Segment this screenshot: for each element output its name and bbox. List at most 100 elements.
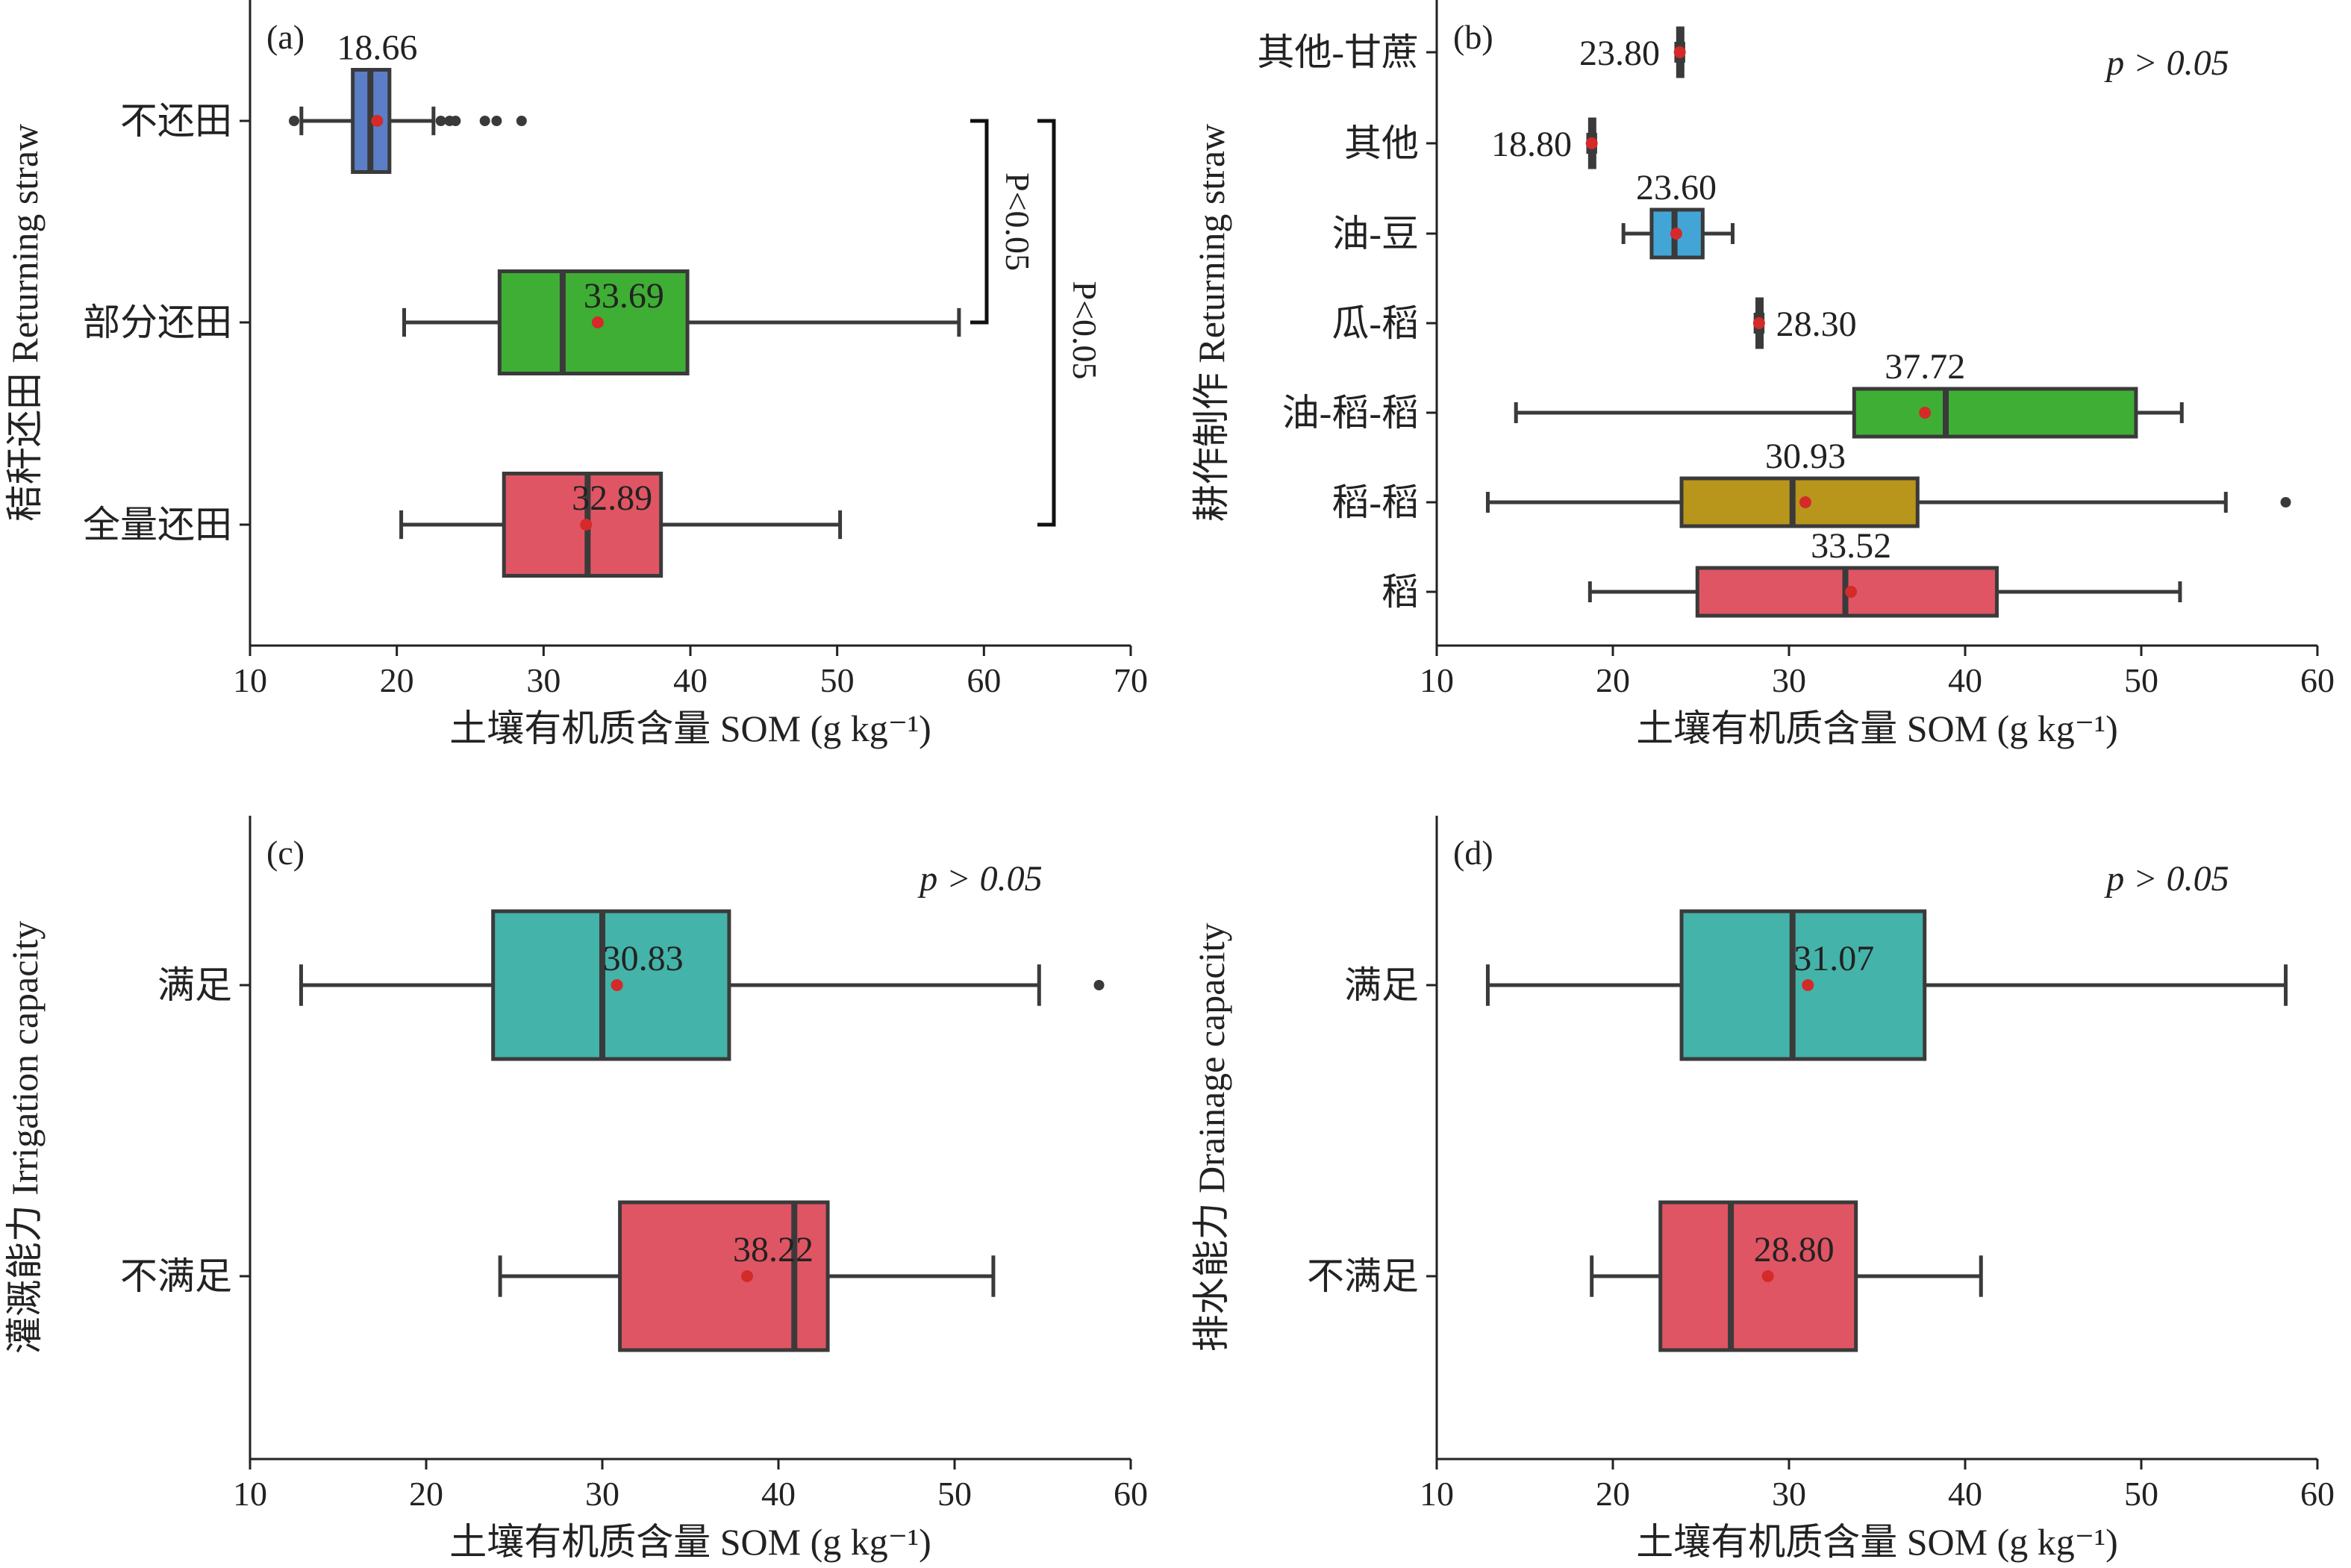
panel-a: 10 20 30 40 50 60 70 土壤有机质含量 SOM (g kg⁻¹) 秸秆还田 R… [4, 0, 1148, 749]
x-tick-label: 40 [1948, 1475, 1982, 1513]
x-tick-label: 50 [937, 1475, 972, 1513]
box-group: 部分还田 33.69 [83, 269, 961, 375]
x-tick-label: 20 [1596, 661, 1630, 699]
box-group: 瓜-稻 28.30 [1331, 297, 1857, 349]
x-tick-label: 60 [2300, 661, 2335, 699]
mean-point [580, 519, 593, 531]
mean-value-label: 37.72 [1885, 347, 1965, 387]
panel-label: (d) [1453, 834, 1493, 872]
x-tick-label: 10 [233, 1475, 267, 1513]
x-tick-label: 40 [673, 661, 708, 699]
category-label: 全量还田 [83, 504, 232, 546]
category-label: 不满足 [120, 1255, 232, 1297]
x-axis-title: 土壤有机质含量 SOM (g kg⁻¹) [1636, 1521, 2118, 1563]
x-tick-label: 10 [1420, 661, 1454, 699]
p-value-note: p > 0.05 [2104, 43, 2229, 83]
panel-label: (a) [266, 18, 305, 56]
x-tick-label: 30 [585, 1475, 619, 1513]
category-label: 其他 [1344, 122, 1419, 164]
mean-value-label: 33.52 [1811, 526, 1891, 566]
x-tick-label: 60 [2300, 1475, 2335, 1513]
mean-point [740, 1270, 753, 1282]
category-label: 瓜-稻 [1331, 302, 1419, 344]
significance-bracket [1037, 119, 1056, 527]
panel-label: (c) [266, 834, 305, 872]
outlier-point [450, 116, 461, 126]
outlier-point [491, 116, 502, 126]
mean-value-label: 33.69 [584, 276, 664, 316]
box-group: 满足 31.07 [1344, 909, 2288, 1061]
p-value-note: p > 0.05 [2104, 859, 2229, 899]
x-tick-label: 20 [1596, 1475, 1630, 1513]
y-axis-title: 排水能力 Drainage capacity [1190, 923, 1232, 1352]
box-group: 不满足 38.22 [120, 1200, 996, 1352]
box-group: 不还田 18.66 [120, 28, 527, 174]
box-group: 其他-甘蔗 23.80 [1257, 26, 1686, 78]
significance-bracket [970, 119, 989, 325]
x-tick-label: 20 [409, 1475, 443, 1513]
outlier-point [435, 116, 446, 126]
outlier-point [479, 116, 490, 126]
x-tick-label: 40 [1948, 661, 1982, 699]
x-tick-label: 70 [1114, 661, 1148, 699]
box-group: 稻-稻 30.93 [1331, 437, 2291, 528]
x-tick-label: 50 [820, 661, 855, 699]
x-tick-label: 30 [1772, 1475, 1806, 1513]
x-tick-label: 60 [967, 661, 1001, 699]
mean-point [371, 115, 384, 127]
x-tick-label: 50 [2124, 1475, 2158, 1513]
panel-d: 10 20 30 40 50 60 土壤有机质含量 SOM (g kg⁻¹) 排水能力 Dra… [1190, 816, 2335, 1563]
mean-point [1799, 496, 1811, 508]
mean-point [1919, 407, 1932, 419]
significance-label: P<0.05 [1066, 281, 1104, 379]
panel-b: 10 20 30 40 50 60 土壤有机质含量 SOM (g kg⁻¹) 耕作制作 Ret… [1190, 0, 2335, 749]
y-axis-title: 耕作制作 Returning straw [1190, 124, 1232, 522]
mean-value-label: 32.89 [572, 478, 652, 518]
panel-c: 10 20 30 40 50 60 土壤有机质含量 SOM (g kg⁻¹) 灌溉能力 Irr… [4, 816, 1148, 1563]
mean-value-label: 18.80 [1491, 125, 1572, 164]
x-tick-label: 30 [526, 661, 561, 699]
x-axis-title: 土壤有机质含量 SOM (g kg⁻¹) [1636, 708, 2118, 749]
significance-label: P<0.05 [999, 172, 1037, 271]
x-tick-label: 10 [233, 661, 267, 699]
x-tick-label: 20 [380, 661, 414, 699]
mean-point [1752, 317, 1765, 329]
mean-value-label: 28.80 [1754, 1230, 1835, 1269]
x-tick-label: 40 [761, 1475, 796, 1513]
x-tick-label: 60 [1114, 1475, 1148, 1513]
mean-point [611, 979, 623, 991]
category-label: 稻-稻 [1331, 481, 1419, 523]
mean-value-label: 23.80 [1579, 34, 1660, 73]
x-tick-label: 30 [1772, 661, 1806, 699]
outlier-point [2280, 497, 2291, 507]
x-axis-title: 土壤有机质含量 SOM (g kg⁻¹) [449, 708, 931, 749]
mean-point [1673, 46, 1686, 58]
mean-value-label: 38.22 [733, 1230, 814, 1269]
category-label: 满足 [157, 964, 232, 1006]
mean-point [1585, 137, 1598, 149]
x-tick-label: 10 [1420, 1475, 1454, 1513]
mean-point [1802, 979, 1814, 991]
mean-value-label: 18.66 [337, 28, 417, 68]
category-label: 其他-甘蔗 [1257, 31, 1419, 73]
category-label: 满足 [1344, 964, 1419, 1006]
box-group: 油-稻-稻 37.72 [1282, 347, 2184, 439]
box-group: 其他 18.80 [1344, 117, 1598, 169]
box-group: 稻 33.52 [1381, 526, 2182, 618]
mean-point [1761, 1270, 1774, 1282]
category-label: 油-豆 [1331, 213, 1419, 254]
mean-value-label: 30.93 [1765, 437, 1846, 476]
x-axis-title: 土壤有机质含量 SOM (g kg⁻¹) [449, 1521, 931, 1563]
box-group: 不满足 28.80 [1307, 1200, 1983, 1352]
mean-point [1845, 586, 1858, 598]
mean-point [591, 316, 604, 328]
outlier-point [1093, 980, 1105, 990]
box-iqr [1658, 1200, 1858, 1352]
x-tick-label: 50 [2124, 661, 2158, 699]
outlier-point [289, 116, 299, 126]
category-label: 不还田 [120, 100, 232, 142]
box-group: 全量还田 32.89 [83, 472, 843, 578]
mean-value-label: 28.30 [1776, 304, 1857, 344]
mean-value-label: 23.60 [1636, 168, 1717, 207]
y-axis-title: 秸秆还田 Returning straw [4, 124, 46, 522]
